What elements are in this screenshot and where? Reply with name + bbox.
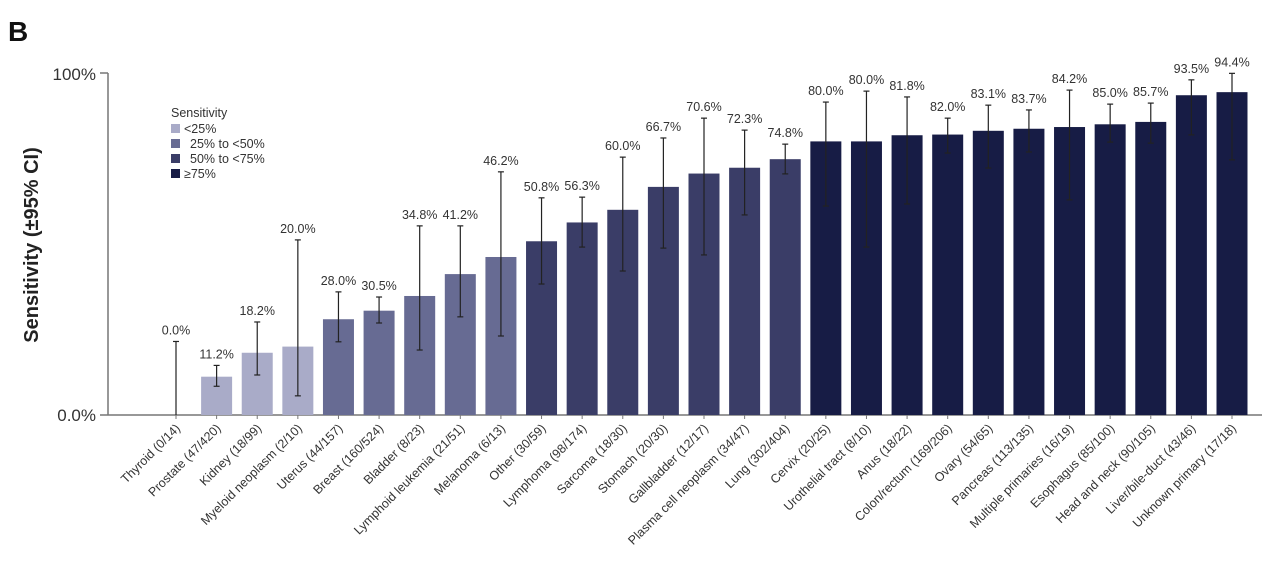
- legend-swatch: [171, 124, 180, 133]
- y-tick-label-100: 100%: [53, 65, 96, 84]
- data-label: 41.2%: [443, 208, 478, 222]
- data-label: 93.5%: [1174, 62, 1209, 76]
- data-label: 18.2%: [240, 304, 275, 318]
- bar: [769, 159, 801, 415]
- data-label: 30.5%: [361, 279, 396, 293]
- bar: [1175, 95, 1207, 415]
- data-label: 34.8%: [402, 208, 437, 222]
- legend-label: 50% to <75%: [190, 152, 265, 166]
- data-label: 46.2%: [483, 154, 518, 168]
- data-label: 85.0%: [1092, 86, 1127, 100]
- legend-swatch: [171, 154, 180, 163]
- data-label: 82.0%: [930, 100, 965, 114]
- legend-label: ≥75%: [184, 167, 216, 181]
- bar: [363, 310, 395, 415]
- bar: [1135, 121, 1167, 415]
- data-label: 56.3%: [564, 179, 599, 193]
- bar: [1013, 128, 1045, 415]
- data-label: 70.6%: [686, 100, 721, 114]
- data-label: 20.0%: [280, 222, 315, 236]
- y-axis-label: Sensitivity (±95% CI): [21, 147, 43, 342]
- panel-label: B: [8, 16, 28, 47]
- legend-swatch: [171, 139, 180, 148]
- data-label: 50.8%: [524, 180, 559, 194]
- legend: Sensitivity <25%25% to <50%50% to <75%≥7…: [171, 106, 265, 181]
- data-label: 83.1%: [971, 87, 1006, 101]
- data-label: 11.2%: [199, 347, 234, 361]
- data-label: 0.0%: [162, 323, 191, 337]
- x-tick-label: Sarcoma (18/30): [554, 421, 630, 497]
- data-label: 80.0%: [808, 84, 843, 98]
- y-tick-label-0: 0.0%: [57, 406, 96, 425]
- data-label: 72.3%: [727, 112, 762, 126]
- x-tick-label: Stomach (20/30): [595, 421, 670, 496]
- data-label: 94.4%: [1214, 55, 1249, 69]
- data-label: 83.7%: [1011, 92, 1046, 106]
- data-label: 84.2%: [1052, 72, 1087, 86]
- bar: [972, 130, 1004, 415]
- legend-label: <25%: [184, 122, 216, 136]
- x-tick-label: Prostate (47/420): [146, 421, 224, 499]
- data-label: 80.0%: [849, 73, 884, 87]
- data-label: 81.8%: [889, 79, 924, 93]
- data-label: 85.7%: [1133, 85, 1168, 99]
- legend-swatch: [171, 169, 180, 178]
- data-label: 74.8%: [768, 126, 803, 140]
- x-tick-label: Melanoma (6/13): [431, 421, 508, 498]
- legend-title: Sensitivity: [171, 106, 228, 120]
- bar: [1094, 124, 1126, 416]
- bar: [566, 222, 598, 415]
- data-label: 60.0%: [605, 139, 640, 153]
- data-label: 28.0%: [321, 274, 356, 288]
- legend-label: 25% to <50%: [190, 137, 265, 151]
- bar: [932, 134, 964, 415]
- x-tick-label: Breast (160/524): [310, 421, 386, 497]
- data-label: 66.7%: [646, 120, 681, 134]
